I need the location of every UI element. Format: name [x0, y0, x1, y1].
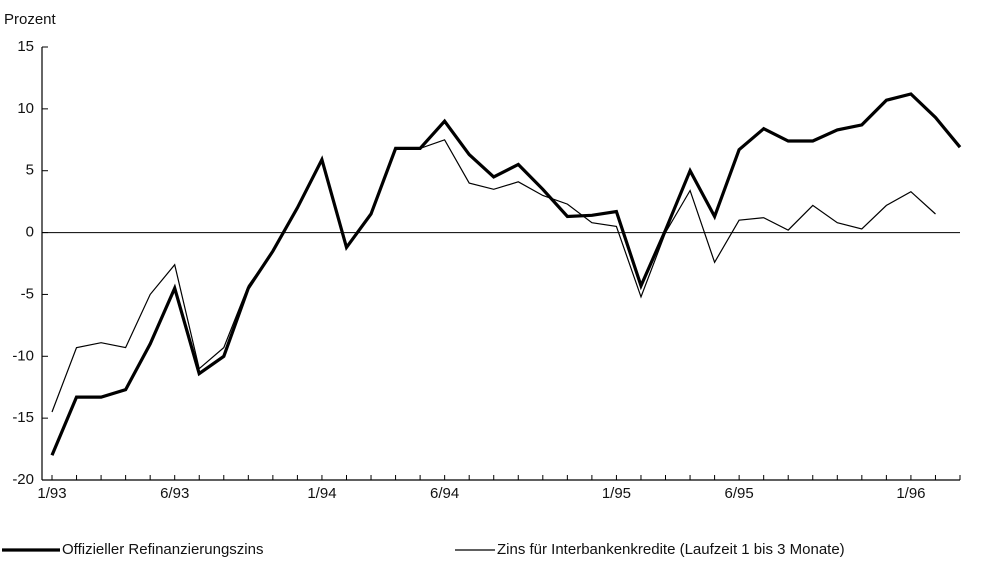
x-tick-label: 6/93 [160, 485, 189, 502]
y-tick-label: 5 [26, 162, 34, 179]
y-tick-label: -10 [12, 347, 34, 364]
y-tick-label: 0 [26, 224, 34, 241]
y-tick-label: -20 [12, 471, 34, 488]
y-tick-label: -5 [21, 285, 34, 302]
y-tick-label: 10 [17, 100, 34, 117]
series-line [50, 92, 962, 456]
legend-label: Zins für Interbankenkredite (Laufzeit 1 … [497, 541, 845, 558]
series-line [51, 139, 936, 413]
x-tick-label: 1/95 [602, 485, 631, 502]
y-tick-label: 15 [17, 38, 34, 55]
x-tick-label: 1/94 [307, 485, 336, 502]
y-tick-label: -15 [12, 409, 34, 426]
x-tick-label: 6/95 [725, 485, 754, 502]
y-axis-label: Prozent [4, 11, 57, 28]
x-tick-label: 1/96 [896, 485, 925, 502]
x-tick-label: 1/93 [37, 485, 66, 502]
legend-label: Offizieller Refinanzierungszins [62, 541, 263, 558]
x-tick-label: 6/94 [430, 485, 459, 502]
